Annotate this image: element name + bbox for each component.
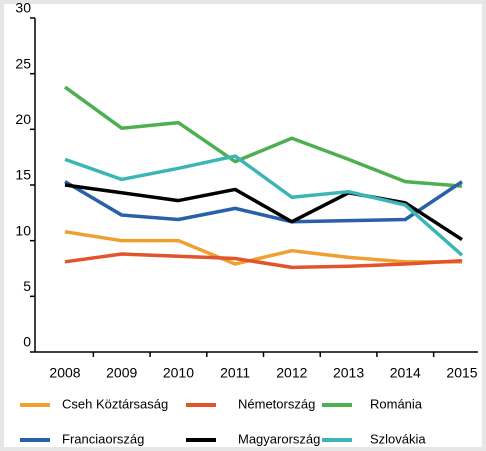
y-tick-label: 5	[23, 278, 31, 294]
legend-label: Szlovákia	[370, 431, 426, 446]
y-tick-label: 10	[15, 222, 31, 238]
plot-background	[4, 4, 482, 447]
legend-label: Románia	[370, 396, 423, 411]
series-line	[64, 252, 463, 270]
x-tick-label: 2008	[49, 365, 80, 381]
series-line	[64, 230, 462, 266]
series-line	[64, 180, 463, 224]
legend-label: Cseh Köztársaság	[62, 396, 168, 411]
y-tick-label: 25	[15, 55, 31, 71]
x-tick-label: 2015	[446, 365, 477, 381]
y-tick-label: 0	[23, 334, 31, 350]
legend-label: Németország	[238, 396, 315, 411]
legend-label: Franciaország	[62, 431, 144, 446]
x-tick-label: 2009	[106, 365, 137, 381]
x-tick-label: 2010	[163, 365, 194, 381]
x-tick-label: 2011	[220, 365, 250, 381]
y-tick-label: 30	[15, 0, 31, 16]
x-tick-label: 2013	[333, 365, 364, 381]
series-line	[63, 85, 463, 188]
series-line	[64, 154, 464, 257]
x-tick-label: 2012	[276, 365, 307, 381]
y-tick-label: 15	[15, 167, 31, 183]
legend-label: Magyarország	[238, 431, 320, 446]
y-tick-label: 20	[15, 111, 31, 127]
x-tick-label: 2014	[390, 365, 421, 381]
